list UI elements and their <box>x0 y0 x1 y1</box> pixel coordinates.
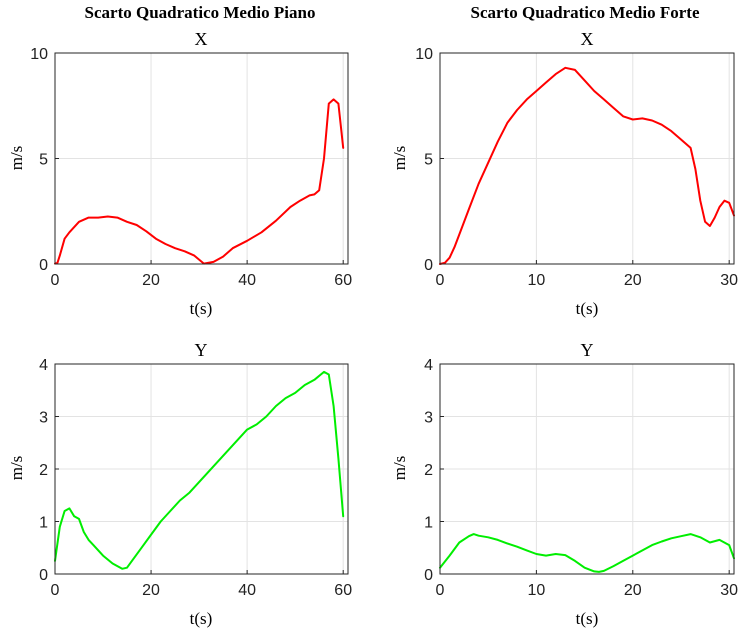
x-tick-label: 40 <box>238 272 256 289</box>
chart-bottom-right: Y t(s) m/s 0 10 20 30 0 1 2 3 4 <box>390 340 738 628</box>
x-tick-label: 60 <box>334 582 352 599</box>
figure-title-right: Scarto Quadratico Medio Forte <box>471 3 700 22</box>
x-tick-label: 20 <box>142 582 160 599</box>
x-tick-label: 0 <box>436 272 445 289</box>
figure-title-left: Scarto Quadratico Medio Piano <box>85 3 316 22</box>
y-tick-label: 0 <box>39 257 48 274</box>
y-tick-label: 0 <box>424 567 433 584</box>
y-tick-label: 1 <box>39 515 48 532</box>
x-tick-label: 60 <box>334 272 352 289</box>
y-tick-label: 4 <box>424 357 433 374</box>
chart-title: X <box>581 29 594 49</box>
y-tick-label: 10 <box>415 46 433 63</box>
y-tick-label: 5 <box>424 152 433 169</box>
chart-title: Y <box>195 340 208 360</box>
x-axis-label: t(s) <box>190 609 213 628</box>
x-tick-label: 0 <box>436 582 445 599</box>
x-tick-label: 20 <box>624 582 642 599</box>
y-tick-label: 1 <box>424 515 433 532</box>
x-axis-label: t(s) <box>576 299 599 318</box>
y-tick-label: 3 <box>39 410 48 427</box>
x-axis-label: t(s) <box>190 299 213 318</box>
chart-top-right: X t(s) m/s 0 10 20 30 0 5 10 <box>390 29 738 318</box>
y-tick-label: 0 <box>39 567 48 584</box>
y-tick-label: 10 <box>30 46 48 63</box>
chart-title: X <box>195 29 208 49</box>
series-line <box>439 66 735 265</box>
x-tick-label: 40 <box>238 582 256 599</box>
y-axis-label: m/s <box>7 146 26 171</box>
chart-title: Y <box>581 340 594 360</box>
y-axis-label: m/s <box>7 456 26 481</box>
y-axis-label: m/s <box>390 456 409 481</box>
series-line <box>54 98 345 265</box>
series-line <box>54 370 345 570</box>
x-tick-label: 30 <box>720 582 738 599</box>
x-axis-label: t(s) <box>576 609 599 628</box>
y-tick-label: 0 <box>424 257 433 274</box>
y-tick-label: 5 <box>39 152 48 169</box>
x-tick-label: 10 <box>527 272 545 289</box>
x-tick-label: 0 <box>51 582 60 599</box>
x-tick-label: 30 <box>720 272 738 289</box>
y-axis-label: m/s <box>390 146 409 171</box>
x-tick-label: 10 <box>527 582 545 599</box>
y-tick-label: 2 <box>39 462 48 479</box>
series-line <box>439 533 735 573</box>
chart-bottom-left: Y t(s) m/s 0 20 40 60 0 1 2 3 4 <box>7 340 352 628</box>
x-tick-label: 0 <box>51 272 60 289</box>
x-tick-label: 20 <box>624 272 642 289</box>
y-tick-label: 4 <box>39 357 48 374</box>
y-tick-label: 3 <box>424 410 433 427</box>
y-tick-label: 2 <box>424 462 433 479</box>
chart-top-left: X t(s) m/s 0 20 40 60 0 5 10 <box>7 29 352 318</box>
x-tick-label: 20 <box>142 272 160 289</box>
